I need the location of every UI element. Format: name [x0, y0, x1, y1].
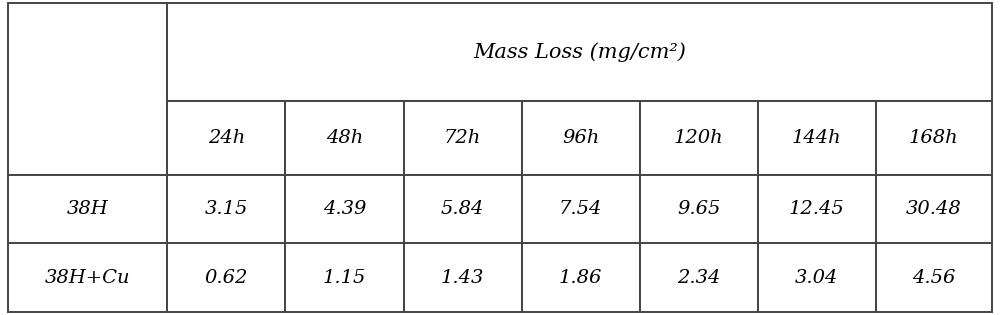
- Text: 1.86: 1.86: [559, 269, 602, 287]
- Text: 1.15: 1.15: [323, 269, 366, 287]
- Bar: [758, 101, 876, 175]
- Text: 144h: 144h: [792, 129, 842, 147]
- Bar: [8, 175, 167, 243]
- Bar: [522, 175, 640, 243]
- Bar: [876, 101, 992, 175]
- Text: 2.34: 2.34: [677, 269, 720, 287]
- Bar: [285, 175, 404, 243]
- Bar: [522, 243, 640, 312]
- Text: 9.65: 9.65: [677, 200, 720, 218]
- Text: 24h: 24h: [208, 129, 245, 147]
- Text: 48h: 48h: [326, 129, 363, 147]
- Text: 30.48: 30.48: [906, 200, 962, 218]
- Text: 38H: 38H: [67, 200, 109, 218]
- Bar: [876, 175, 992, 243]
- Text: 3.15: 3.15: [205, 200, 248, 218]
- Text: 12.45: 12.45: [789, 200, 845, 218]
- Text: 168h: 168h: [909, 129, 959, 147]
- Text: 5.84: 5.84: [441, 200, 484, 218]
- Text: 1.43: 1.43: [441, 269, 484, 287]
- Text: 38H+Cu: 38H+Cu: [45, 269, 130, 287]
- Bar: [404, 175, 522, 243]
- Bar: [285, 101, 404, 175]
- Text: 120h: 120h: [674, 129, 724, 147]
- Bar: [640, 101, 758, 175]
- Bar: [758, 175, 876, 243]
- Bar: [167, 101, 285, 175]
- Bar: [8, 243, 167, 312]
- Bar: [8, 3, 167, 175]
- Bar: [640, 243, 758, 312]
- Text: 0.62: 0.62: [205, 269, 248, 287]
- Bar: [404, 243, 522, 312]
- Bar: [404, 101, 522, 175]
- Bar: [167, 243, 285, 312]
- Bar: [640, 175, 758, 243]
- Text: 72h: 72h: [444, 129, 481, 147]
- Bar: [285, 243, 404, 312]
- Bar: [522, 101, 640, 175]
- Text: 96h: 96h: [562, 129, 599, 147]
- Bar: [876, 243, 992, 312]
- Text: 3.04: 3.04: [795, 269, 839, 287]
- Bar: [758, 243, 876, 312]
- Text: Mass Loss (mg/cm²): Mass Loss (mg/cm²): [473, 43, 686, 62]
- Bar: [167, 3, 992, 101]
- Text: 4.56: 4.56: [912, 269, 956, 287]
- Text: 7.54: 7.54: [559, 200, 602, 218]
- Bar: [167, 175, 285, 243]
- Text: 4.39: 4.39: [323, 200, 366, 218]
